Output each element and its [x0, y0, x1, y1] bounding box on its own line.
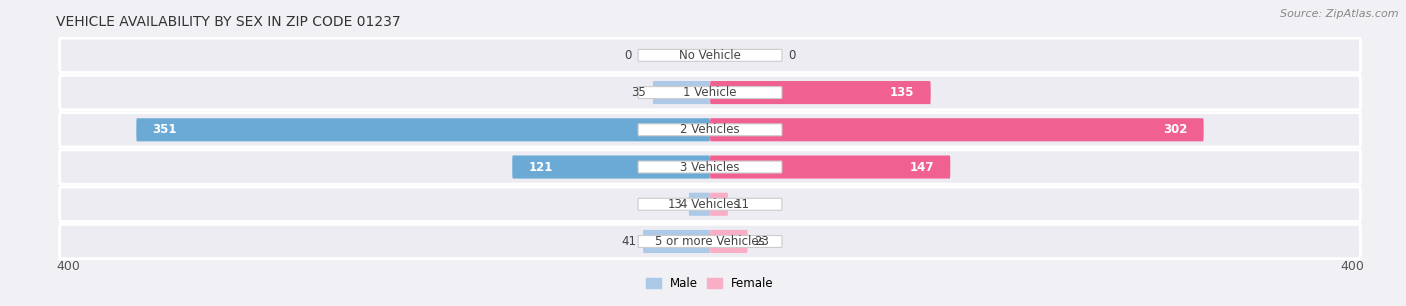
FancyBboxPatch shape	[59, 224, 1361, 259]
Text: 11: 11	[734, 198, 749, 211]
FancyBboxPatch shape	[59, 113, 1361, 147]
Text: 2 Vehicles: 2 Vehicles	[681, 123, 740, 136]
FancyBboxPatch shape	[638, 124, 782, 136]
Text: 121: 121	[529, 161, 553, 174]
Text: Source: ZipAtlas.com: Source: ZipAtlas.com	[1281, 9, 1399, 19]
FancyBboxPatch shape	[638, 87, 782, 99]
FancyBboxPatch shape	[59, 76, 1361, 110]
FancyBboxPatch shape	[512, 155, 710, 179]
Text: 41: 41	[621, 235, 637, 248]
FancyBboxPatch shape	[136, 118, 710, 141]
FancyBboxPatch shape	[652, 81, 710, 104]
FancyBboxPatch shape	[710, 118, 1204, 141]
Text: 4 Vehicles: 4 Vehicles	[681, 198, 740, 211]
Text: 3 Vehicles: 3 Vehicles	[681, 161, 740, 174]
Text: 1 Vehicle: 1 Vehicle	[683, 86, 737, 99]
FancyBboxPatch shape	[638, 49, 782, 61]
Text: 302: 302	[1163, 123, 1187, 136]
Text: 400: 400	[56, 260, 80, 273]
Text: 5 or more Vehicles: 5 or more Vehicles	[655, 235, 765, 248]
FancyBboxPatch shape	[638, 198, 782, 210]
FancyBboxPatch shape	[638, 161, 782, 173]
FancyBboxPatch shape	[59, 150, 1361, 184]
FancyBboxPatch shape	[59, 187, 1361, 221]
Text: VEHICLE AVAILABILITY BY SEX IN ZIP CODE 01237: VEHICLE AVAILABILITY BY SEX IN ZIP CODE …	[56, 15, 401, 29]
FancyBboxPatch shape	[710, 81, 931, 104]
FancyBboxPatch shape	[59, 38, 1361, 73]
Text: 35: 35	[631, 86, 647, 99]
Text: 13: 13	[668, 198, 682, 211]
FancyBboxPatch shape	[710, 193, 728, 216]
Text: 147: 147	[910, 161, 934, 174]
FancyBboxPatch shape	[710, 230, 748, 253]
Legend: Male, Female: Male, Female	[641, 272, 779, 294]
FancyBboxPatch shape	[689, 193, 710, 216]
Text: 135: 135	[890, 86, 914, 99]
Text: 351: 351	[153, 123, 177, 136]
Text: 400: 400	[1340, 260, 1364, 273]
FancyBboxPatch shape	[643, 230, 710, 253]
FancyBboxPatch shape	[710, 155, 950, 179]
Text: 0: 0	[789, 49, 796, 62]
FancyBboxPatch shape	[638, 236, 782, 248]
Text: No Vehicle: No Vehicle	[679, 49, 741, 62]
Text: 23: 23	[754, 235, 769, 248]
Text: 0: 0	[624, 49, 631, 62]
